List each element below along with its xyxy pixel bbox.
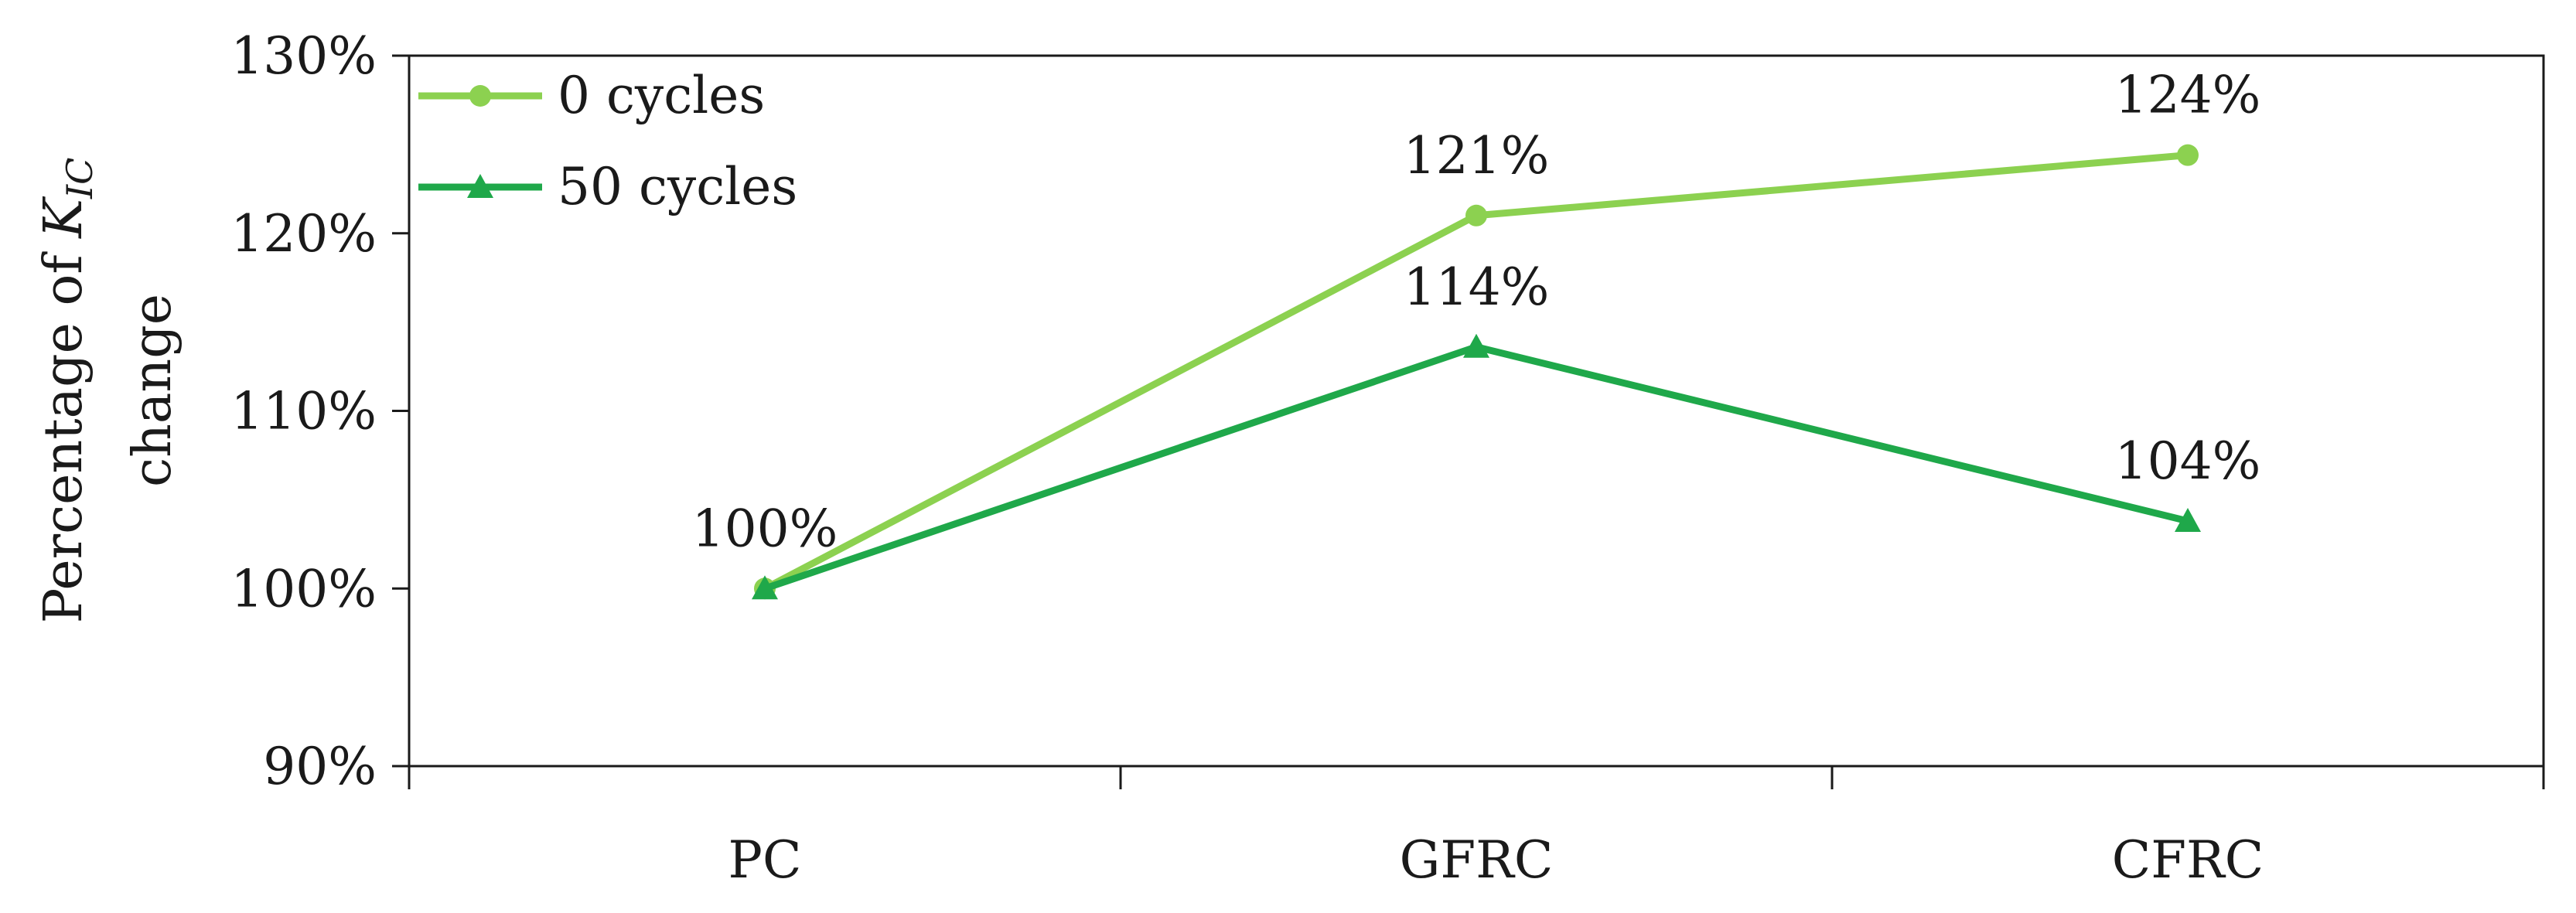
y-axis-title: Percentage of KIC change [33, 158, 183, 624]
data-label: 124% [2115, 66, 2261, 125]
x-tick-label: PC [728, 830, 802, 890]
y-axis-title-k-symbol: K [33, 196, 94, 240]
y-axis-title-prefix: Percentage of [33, 238, 94, 624]
legend-marker-0-cycles [469, 85, 491, 107]
y-tick-label: 100% [230, 559, 377, 618]
axes: 90% 100% 110% 120% 130% PC GFRC CFRC [230, 26, 2545, 890]
data-point-50-cycles [2175, 507, 2201, 532]
data-point-50-cycles [1463, 333, 1489, 358]
data-label: 100% [692, 499, 838, 558]
y-tick-label: 90% [263, 737, 377, 796]
series-layer [752, 144, 2201, 600]
data-label: 121% [1404, 126, 1550, 186]
y-axis-title-line2: change [122, 294, 183, 487]
series-line-50-cycles [763, 343, 2189, 592]
data-labels: 100% 121% 124% 114% 104% [692, 66, 2261, 559]
data-label: 104% [2115, 431, 2261, 491]
x-tick-label: CFRC [2112, 830, 2264, 890]
legend-label-50-cycles: 50 cycles [558, 157, 797, 216]
legend-label-0-cycles: 0 cycles [558, 66, 765, 125]
legend-marker-50-cycles [467, 174, 493, 198]
data-point-50-cycles [752, 575, 778, 600]
legend: 0 cycles 50 cycles [418, 66, 797, 216]
data-point-0-cycles [1465, 204, 1487, 227]
data-point-0-cycles [2177, 144, 2199, 166]
y-axis-title-k-subscript: IC [59, 158, 101, 199]
y-axis-title-line1: Percentage of KIC [33, 158, 101, 624]
y-tick-label: 130% [230, 26, 377, 86]
y-tick-label: 120% [230, 204, 377, 264]
x-tick-label: GFRC [1400, 830, 1554, 890]
data-label: 114% [1404, 257, 1550, 317]
y-tick-label: 110% [230, 382, 377, 441]
